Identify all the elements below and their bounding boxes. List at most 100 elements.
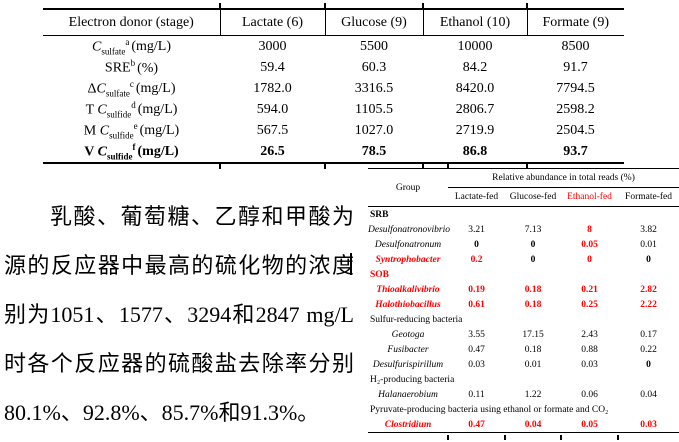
value-cell: 1782.0 [253,80,292,96]
abundance-table-row: Desulfurispirillum 0.03 0.01 0.03 0 [368,357,679,372]
column-header-ethanol: Ethanol (10) [422,9,527,36]
abundance-value-cell: 0.18 [524,344,542,355]
abundance-table-row: Clostridium 0.47 0.04 0.05 0.03 [368,417,679,433]
abundance-table-row: Desulfonatronovibrio 3.21 7.13 8 3.82 [368,222,679,237]
value-cell: 2719.9 [455,122,495,138]
value-cell: 2598.2 [556,101,595,117]
abundance-value-cell: 0.03 [640,419,657,430]
value-cell: 1027.0 [354,122,394,138]
gridline-tick [560,435,562,440]
abundance-value-cell: 0.21 [581,284,598,295]
abundance-value-cell: 0.01 [640,239,657,250]
sulfate-table-header-row: Electron donor (stage) Lactate (6) Gluco… [43,9,624,36]
abundance-value-cell: 0.2 [470,254,483,265]
genus-name: Clostridium [384,419,432,430]
abundance-value-cell: 0.03 [468,359,485,370]
genus-name: Desulfurispirillum [372,359,444,370]
section-label: Sulfur-reducing bacteria [370,314,463,325]
paragraph-line[interactable]: 源的反应器中最高的硫化物的浓度分 [4,253,354,278]
paragraph-line[interactable]: 别为1051、1577、3294和2847 mg/L [4,302,354,327]
abundance-value-cell: 0.11 [468,389,485,400]
abundance-value-cell: 0 [474,239,479,250]
row-label: ΔCsulfatec (mg/L) [87,78,176,99]
sulfate-table-row: SREb (%) 59.4 60.3 84.2 91.7 [43,57,624,78]
gridline-tick [526,3,528,8]
abundance-table-body: SRB Desulfonatronovibrio 3.21 7.13 8 3.82 Desu… [368,207,679,433]
column-header-glucose: Glucose (9) [324,9,423,36]
value-cell: 26.5 [260,143,285,159]
abundance-value-cell: 0.05 [581,419,598,430]
gridline-tick [422,164,424,169]
gridline-tick [422,3,424,8]
abundance-value-cell: 0.01 [524,359,542,370]
abundance-value-cell: 0 [587,254,592,265]
row-label: M Csulfidee (mg/L) [83,120,180,141]
value-cell: 8420.0 [455,80,495,96]
paragraph-line[interactable]: 乳酸、葡萄糖、乙醇和甲酸为碳 [50,204,354,229]
genus-name: Halanaerobium [378,389,438,400]
abundance-value-cell: 0.19 [468,284,485,295]
genus-name: Thioalkalivibrio [376,284,440,295]
abundance-value-cell: 7.13 [524,224,542,235]
gridline-tick [219,3,221,8]
paragraph-line[interactable]: 时各个反应器的硫酸盐去除率分别为 [4,351,354,376]
group-column-header: Group [368,168,448,207]
value-cell: 93.7 [563,143,588,159]
chinese-paragraph: 乳酸、葡萄糖、乙醇和甲酸为碳 源的反应器中最高的硫化物的浓度分 别为1051、1… [4,192,354,437]
abundance-value-cell: 0.47 [468,344,485,355]
abundance-value-cell: 0.22 [640,344,657,355]
row-label: V Csulfidef (mg/L) [84,141,179,162]
abundance-value-cell: 0 [646,254,651,265]
genus-name: Syntrophobacter [375,254,441,265]
column-header-electron-donor: Electron donor (stage) [43,9,220,36]
section-label: Pyruvate-producing bacteria using ethano… [370,404,609,415]
abundance-table-row: Halanaerobium 0.11 1.22 0.06 0.04 [368,387,679,402]
row-label: SREb (%) [104,58,159,76]
abundance-value-cell: 1.22 [524,389,542,400]
column-header-formate: Formate (9) [526,9,624,36]
abundance-span-header: Relative abundance in total reads (%) [448,168,679,188]
abundance-value-cell: 0.04 [524,419,542,430]
abundance-value-cell: 0.25 [581,299,598,310]
abundance-value-cell: 0.06 [581,389,598,400]
section-label: SOB [370,269,390,280]
value-cell: 91.7 [563,59,588,75]
abundance-table-row: H₂-producing bacteria [368,372,679,387]
value-cell: 86.8 [462,143,488,159]
abundance-value-cell: 0 [646,359,651,370]
row-label: T Csulfided (mg/L) [85,99,178,120]
value-cell: 567.5 [256,122,289,138]
value-cell: 3316.5 [354,80,394,96]
abundance-table-row: Pyruvate-producing bacteria using ethano… [368,402,679,417]
genus-name: Geotoga [391,329,425,340]
abundance-table-row: SOB [368,267,679,282]
gridline-tick [324,3,326,8]
column-header-lactate-fed: Lactate-fed [448,187,505,207]
gridline-tick [324,164,326,169]
abundance-value-cell: 0.18 [524,299,542,310]
gridline-tick [219,164,221,169]
section-label: H₂-producing bacteria [370,374,455,385]
paragraph-line[interactable]: 80.1%、92.8%、85.7%和91.3%。 [4,400,320,425]
row-label: Csulfatea (mg/L) [92,36,171,57]
abundance-table-row: SRB [368,207,679,223]
abundance-value-cell: 0.03 [581,359,598,370]
abundance-table-row: Desulfonatronum 0 0 0.05 0.01 [368,237,679,252]
relative-abundance-table: Group Relative abundance in total reads … [368,168,679,433]
value-cell: 7794.5 [556,80,595,96]
value-cell: 60.3 [361,59,387,75]
text-cursor [350,253,352,275]
sulfate-table-row: M Csulfidee (mg/L) 567.5 1027.0 2719.9 2504.5 [43,120,624,141]
column-header-formate-fed: Formate-fed [618,187,679,207]
value-cell: 84.2 [462,59,488,75]
abundance-value-cell: 0 [530,239,536,250]
value-cell: 78.5 [361,143,387,159]
abundance-value-cell: 0.88 [581,344,598,355]
value-cell: 5500 [360,38,388,54]
value-cell: 2504.5 [556,122,595,138]
value-cell: 10000 [457,38,493,54]
abundance-value-cell: 0.05 [581,239,598,250]
abundance-value-cell: 0.61 [468,299,485,310]
value-cell: 1105.5 [355,101,393,117]
abundance-value-cell: 3.82 [640,224,657,235]
